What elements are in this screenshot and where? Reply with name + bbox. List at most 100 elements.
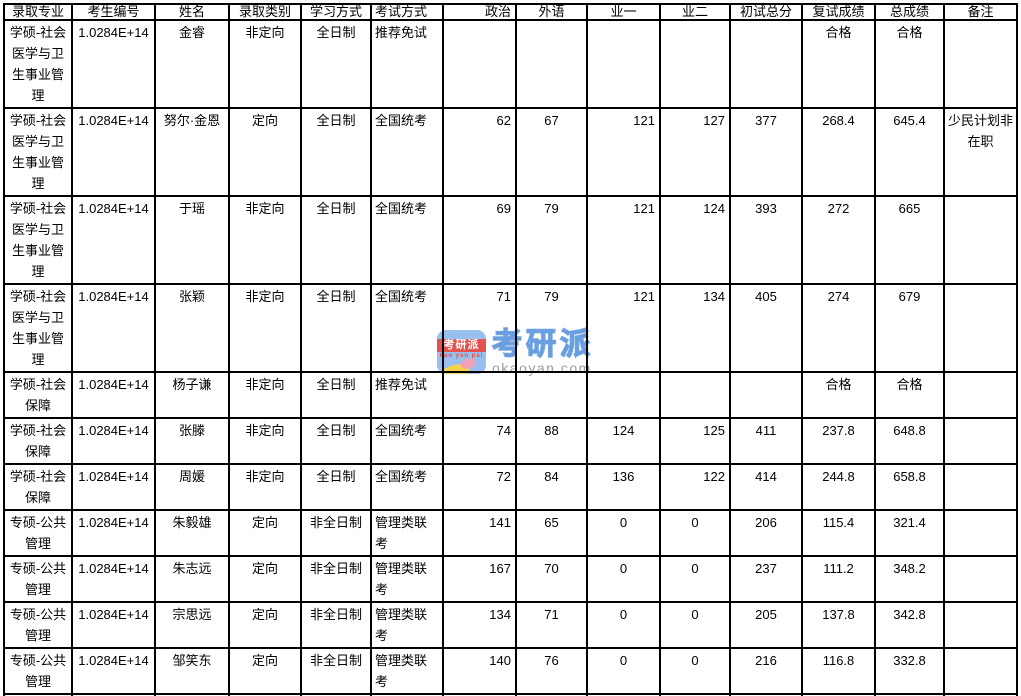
cell-initial-total: 216 (729, 647, 803, 695)
cell-foreign-lang (515, 19, 588, 109)
column-header-name: 姓名 (154, 3, 230, 21)
cell-subject-2: 125 (659, 417, 731, 465)
cell-subject-1: 121 (586, 195, 661, 285)
cell-initial-total: 237 (729, 555, 803, 603)
cell-candidate-no: 1.0284E+14 (71, 283, 156, 373)
cell-foreign-lang: 70 (515, 555, 588, 603)
cell-subject-1: 0 (586, 509, 661, 557)
cell-study-mode: 非全日制 (300, 693, 372, 696)
cell-category: 非定向 (228, 283, 302, 373)
cell-retest-score: 237.8 (801, 417, 876, 465)
cell-candidate-no: 1.0284E+14 (71, 463, 156, 511)
cell-foreign-lang: 84 (515, 463, 588, 511)
cell-initial-total: 405 (729, 283, 803, 373)
cell-total-score: 332.6 (874, 693, 945, 696)
cell-politics: 72 (442, 463, 517, 511)
cell-politics: 128 (442, 693, 517, 696)
cell-politics: 167 (442, 555, 517, 603)
cell-initial-total: 411 (729, 417, 803, 465)
cell-politics: 141 (442, 509, 517, 557)
cell-study-mode: 非全日制 (300, 647, 372, 695)
cell-initial-total: 206 (729, 509, 803, 557)
cell-candidate-no: 1.0284E+14 (71, 417, 156, 465)
cell-note (943, 371, 1018, 419)
cell-major: 专硕-公共管理 (3, 693, 73, 696)
table-row: 学硕-社会保障 1.0284E+14 周媛 非定向 全日制 全国统考 72 84 136 122 4… (3, 463, 1018, 511)
cell-initial-total: 200 (729, 693, 803, 696)
cell-name: 朱志远 (154, 555, 230, 603)
cell-study-mode: 全日制 (300, 417, 372, 465)
cell-retest-score: 137.8 (801, 601, 876, 649)
cell-study-mode: 非全日制 (300, 601, 372, 649)
cell-note: 少民计划非在职 (943, 107, 1018, 197)
cell-category: 定向 (228, 647, 302, 695)
column-header-foreign-lang: 外语 (515, 3, 588, 21)
cell-foreign-lang: 79 (515, 283, 588, 373)
cell-name: 左芮 (154, 693, 230, 696)
cell-major: 学硕-社会医学与卫生事业管理 (3, 19, 73, 109)
cell-category: 非定向 (228, 19, 302, 109)
cell-note (943, 463, 1018, 511)
cell-study-mode: 全日制 (300, 463, 372, 511)
cell-total-score: 679 (874, 283, 945, 373)
cell-retest-score: 274 (801, 283, 876, 373)
cell-initial-total: 205 (729, 601, 803, 649)
cell-subject-2: 122 (659, 463, 731, 511)
table-row: 学硕-社会保障 1.0284E+14 杨子谦 非定向 全日制 推荐免试 合格 合格 (3, 371, 1018, 419)
cell-retest-score: 272 (801, 195, 876, 285)
cell-note (943, 601, 1018, 649)
cell-candidate-no: 1.0284E+14 (71, 647, 156, 695)
cell-total-score: 658.8 (874, 463, 945, 511)
table-row: 专硕-公共管理 1.0284E+14 朱志远 定向 非全日制 管理类联考 167 70 0 0 23… (3, 555, 1018, 603)
cell-retest-score: 115.4 (801, 509, 876, 557)
cell-politics (442, 371, 517, 419)
cell-politics: 140 (442, 647, 517, 695)
cell-subject-1: 136 (586, 463, 661, 511)
cell-study-mode: 非全日制 (300, 509, 372, 557)
column-header-major: 录取专业 (3, 3, 73, 21)
cell-retest-score: 268.4 (801, 107, 876, 197)
cell-subject-1: 121 (586, 283, 661, 373)
cell-candidate-no: 1.0284E+14 (71, 509, 156, 557)
cell-candidate-no: 1.0284E+14 (71, 693, 156, 696)
cell-exam-mode: 管理类联考 (370, 601, 444, 649)
cell-total-score: 321.4 (874, 509, 945, 557)
table-row: 专硕-公共管理 1.0284E+14 宗思远 定向 非全日制 管理类联考 134 71 0 0 20… (3, 601, 1018, 649)
cell-exam-mode: 管理类联考 (370, 509, 444, 557)
cell-name: 杨子谦 (154, 371, 230, 419)
cell-total-score: 645.4 (874, 107, 945, 197)
cell-subject-2: 0 (659, 555, 731, 603)
cell-foreign-lang: 76 (515, 647, 588, 695)
cell-study-mode: 全日制 (300, 107, 372, 197)
column-header-total-score: 总成绩 (874, 3, 945, 21)
column-header-subject-2: 业二 (659, 3, 731, 21)
cell-foreign-lang: 79 (515, 195, 588, 285)
admissions-table: 录取专业 考生编号 姓名 录取类别 学习方式 考试方式 政治 外语 业一 业二 初试总分 复试成绩 总成… (3, 3, 1018, 696)
cell-exam-mode: 管理类联考 (370, 555, 444, 603)
cell-candidate-no: 1.0284E+14 (71, 601, 156, 649)
cell-subject-2: 134 (659, 283, 731, 373)
cell-total-score: 648.8 (874, 417, 945, 465)
table-row: 学硕-社会医学与卫生事业管理 1.0284E+14 努尔·金恩 定向 全日制 全国统考 62… (3, 107, 1018, 197)
cell-subject-1: 0 (586, 647, 661, 695)
cell-study-mode: 全日制 (300, 195, 372, 285)
cell-exam-mode: 全国统考 (370, 463, 444, 511)
cell-foreign-lang: 71 (515, 601, 588, 649)
column-header-subject-1: 业一 (586, 3, 661, 21)
cell-subject-2: 0 (659, 647, 731, 695)
cell-major: 学硕-社会保障 (3, 371, 73, 419)
cell-candidate-no: 1.0284E+14 (71, 555, 156, 603)
cell-name: 于瑶 (154, 195, 230, 285)
table-row: 专硕-公共管理 1.0284E+14 邹笑东 定向 非全日制 管理类联考 140 76 0 0 21… (3, 647, 1018, 695)
cell-exam-mode: 全国统考 (370, 283, 444, 373)
table-row: 学硕-社会医学与卫生事业管理 1.0284E+14 金睿 非定向 全日制 推荐免试 合格 合格 (3, 19, 1018, 109)
cell-total-score: 合格 (874, 371, 945, 419)
cell-retest-score: 合格 (801, 19, 876, 109)
table-row: 专硕-公共管理 1.0284E+14 朱毅雄 定向 非全日制 管理类联考 141 65 0 0 20… (3, 509, 1018, 557)
column-header-exam-mode: 考试方式 (370, 3, 444, 21)
cell-politics: 74 (442, 417, 517, 465)
cell-major: 专硕-公共管理 (3, 647, 73, 695)
column-header-initial-total: 初试总分 (729, 3, 803, 21)
header-row: 录取专业 考生编号 姓名 录取类别 学习方式 考试方式 政治 外语 业一 业二 初试总分 复试成绩 总成… (3, 3, 1018, 21)
cell-subject-2: 0 (659, 693, 731, 696)
